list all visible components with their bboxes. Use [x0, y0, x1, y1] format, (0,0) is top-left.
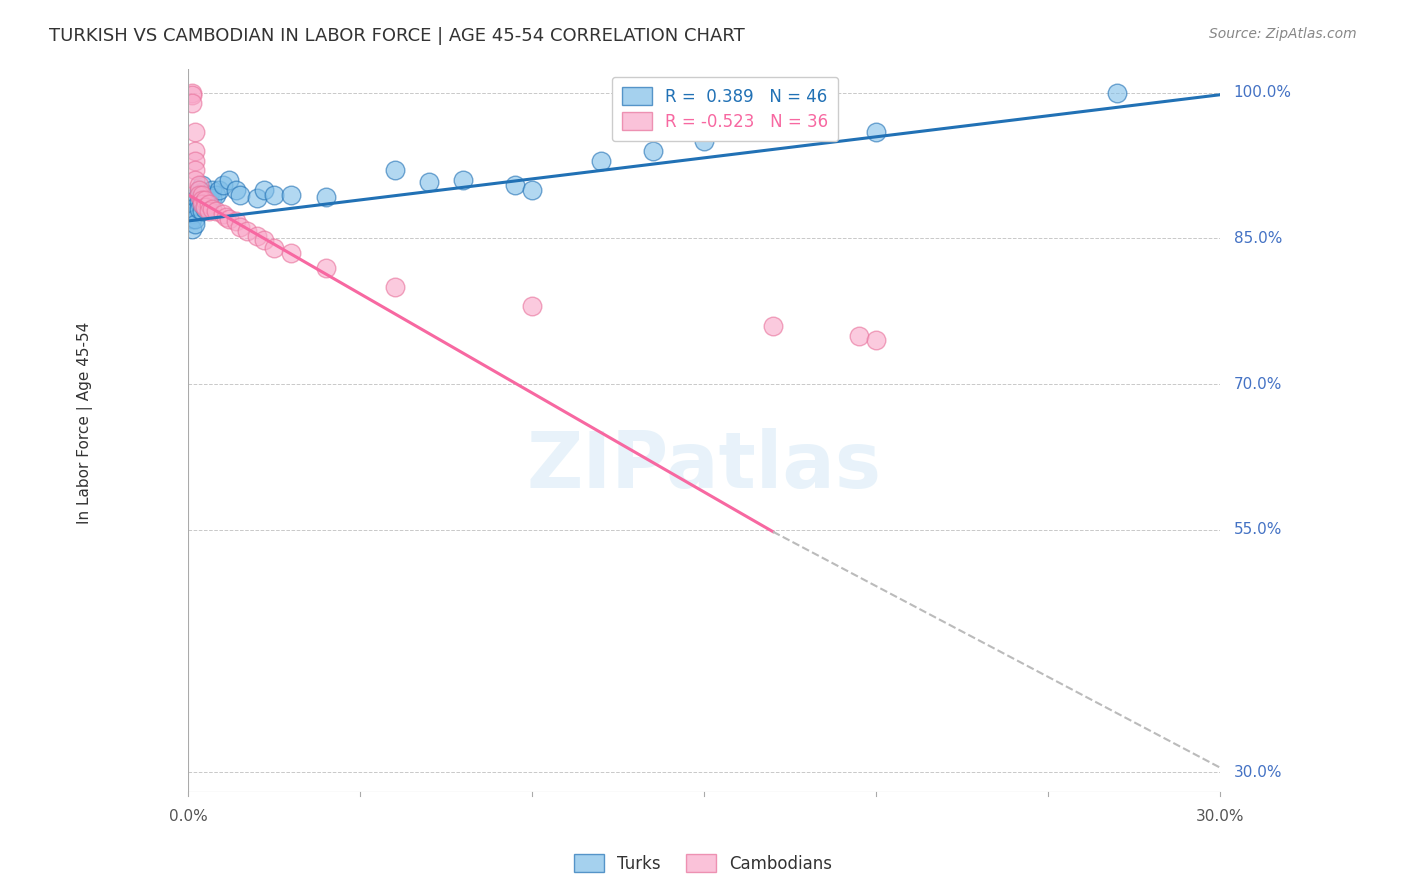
Point — [201, 202, 224, 217]
Point — [208, 183, 231, 197]
Point — [184, 163, 207, 178]
Point — [246, 191, 269, 205]
Point — [315, 190, 337, 204]
Point — [503, 178, 526, 192]
Point — [180, 221, 202, 235]
Point — [194, 193, 217, 207]
Point — [520, 300, 543, 314]
Point — [198, 194, 221, 209]
Point — [184, 153, 207, 168]
Point — [191, 204, 214, 219]
Text: 55.0%: 55.0% — [1234, 522, 1282, 537]
Point — [384, 163, 406, 178]
Point — [180, 87, 202, 102]
Point — [180, 212, 202, 227]
Point — [191, 187, 214, 202]
Point — [180, 207, 202, 221]
Point — [589, 153, 612, 168]
Point — [225, 214, 247, 228]
Point — [865, 334, 887, 348]
Point — [191, 191, 214, 205]
Point — [184, 173, 207, 187]
Point — [280, 246, 302, 260]
Point — [191, 178, 214, 192]
Point — [315, 260, 337, 275]
Text: TURKISH VS CAMBODIAN IN LABOR FORCE | AGE 45-54 CORRELATION CHART: TURKISH VS CAMBODIAN IN LABOR FORCE | AG… — [49, 27, 745, 45]
Point — [520, 183, 543, 197]
Legend: R =  0.389   N = 46, R = -0.523   N = 36: R = 0.389 N = 46, R = -0.523 N = 36 — [612, 77, 838, 141]
Point — [187, 183, 209, 197]
Point — [641, 144, 664, 158]
Point — [180, 197, 202, 211]
Point — [229, 187, 252, 202]
Text: 100.0%: 100.0% — [1234, 86, 1292, 100]
Point — [235, 224, 257, 238]
Point — [187, 178, 209, 192]
Point — [198, 187, 221, 202]
Point — [184, 193, 207, 207]
Point — [215, 210, 238, 224]
Point — [693, 134, 716, 148]
Point — [184, 212, 207, 227]
Point — [246, 229, 269, 244]
Point — [211, 207, 233, 221]
Point — [191, 197, 214, 211]
Text: 85.0%: 85.0% — [1234, 231, 1282, 246]
Point — [218, 212, 240, 227]
Point — [187, 194, 209, 209]
Point — [848, 328, 870, 343]
Point — [184, 204, 207, 219]
Point — [184, 200, 207, 214]
Point — [198, 204, 221, 219]
Point — [253, 233, 276, 247]
Point — [1105, 86, 1128, 100]
Point — [187, 187, 209, 202]
Point — [211, 178, 233, 192]
Point — [191, 197, 214, 211]
Text: 70.0%: 70.0% — [1234, 376, 1282, 392]
Point — [201, 183, 224, 197]
Point — [204, 187, 226, 202]
Point — [280, 187, 302, 202]
Point — [762, 318, 785, 333]
Point — [187, 187, 209, 202]
Legend: Turks, Cambodians: Turks, Cambodians — [567, 847, 839, 880]
Point — [225, 183, 247, 197]
Point — [204, 204, 226, 219]
Point — [384, 280, 406, 294]
Point — [194, 202, 217, 217]
Point — [187, 202, 209, 217]
Point — [453, 173, 475, 187]
Point — [865, 125, 887, 139]
Point — [253, 183, 276, 197]
Text: ZIPatlas: ZIPatlas — [527, 428, 882, 504]
Text: 0.0%: 0.0% — [169, 809, 208, 824]
Point — [263, 187, 285, 202]
Text: In Labor Force | Age 45-54: In Labor Force | Age 45-54 — [77, 322, 93, 524]
Point — [187, 183, 209, 197]
Point — [194, 187, 217, 202]
Text: 30.0%: 30.0% — [1195, 809, 1244, 824]
Point — [194, 200, 217, 214]
Point — [184, 125, 207, 139]
Point — [180, 95, 202, 110]
Point — [218, 173, 240, 187]
Point — [263, 241, 285, 255]
Point — [184, 144, 207, 158]
Text: 30.0%: 30.0% — [1234, 765, 1282, 780]
Point — [194, 193, 217, 207]
Point — [180, 86, 202, 100]
Text: Source: ZipAtlas.com: Source: ZipAtlas.com — [1209, 27, 1357, 41]
Point — [184, 217, 207, 231]
Point — [418, 175, 440, 189]
Point — [201, 191, 224, 205]
Point — [229, 219, 252, 234]
Point — [191, 185, 214, 199]
Point — [191, 193, 214, 207]
Point — [198, 197, 221, 211]
